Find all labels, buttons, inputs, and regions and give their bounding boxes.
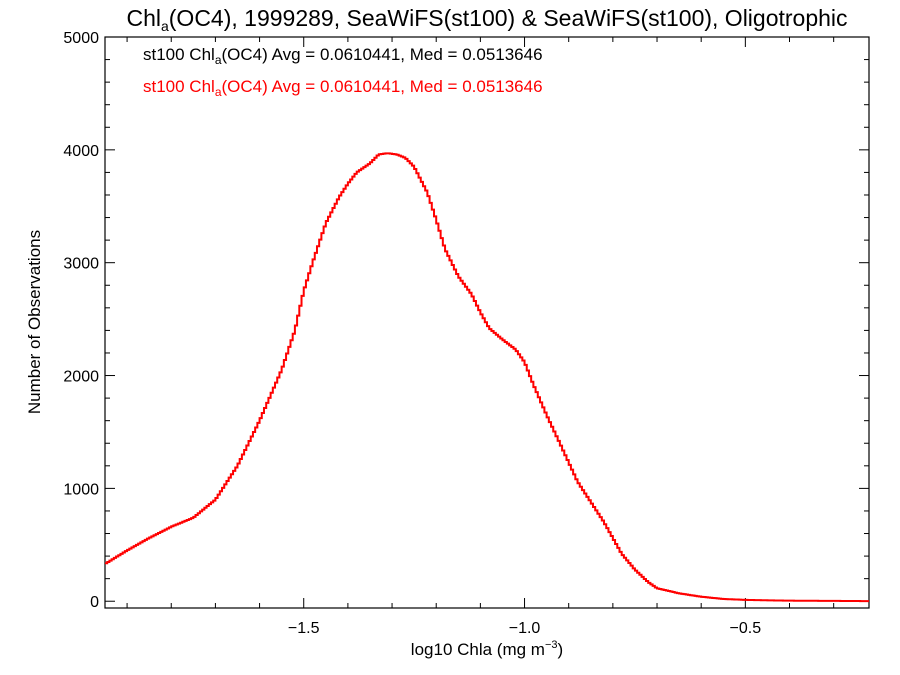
x-tick-label-0: −1.5 <box>288 620 320 637</box>
x-axis-ticks: −1.5 −1.0 −0.5 <box>126 37 835 637</box>
plot-frame <box>104 36 870 609</box>
legend-entry-black: st100 Chla(OC4) Avg = 0.0610441, Med = 0… <box>143 45 543 67</box>
histogram-series-line <box>105 152 869 603</box>
y-tick-label-0: 0 <box>90 594 99 611</box>
y-tick-label-3: 3000 <box>63 256 99 273</box>
chart-title: Chla(OC4), 1999289, SeaWiFS(st100) & Sea… <box>126 5 847 34</box>
y-tick-label-1: 1000 <box>63 481 99 498</box>
y-axis-ticks: 0 1000 2000 3000 4000 5000 <box>63 30 869 611</box>
y-tick-label-2: 2000 <box>63 369 99 386</box>
x-tick-label-1: −1.0 <box>509 620 541 637</box>
y-tick-label-4: 4000 <box>63 143 99 160</box>
x-axis-label: log10 Chla (mg m−3) <box>411 639 563 659</box>
y-axis-label: Number of Observations <box>25 230 44 414</box>
legend-entry-red: st100 Chla(OC4) Avg = 0.0610441, Med = 0… <box>143 77 543 99</box>
x-tick-label-2: −0.5 <box>730 620 762 637</box>
y-tick-label-5: 5000 <box>63 30 99 47</box>
